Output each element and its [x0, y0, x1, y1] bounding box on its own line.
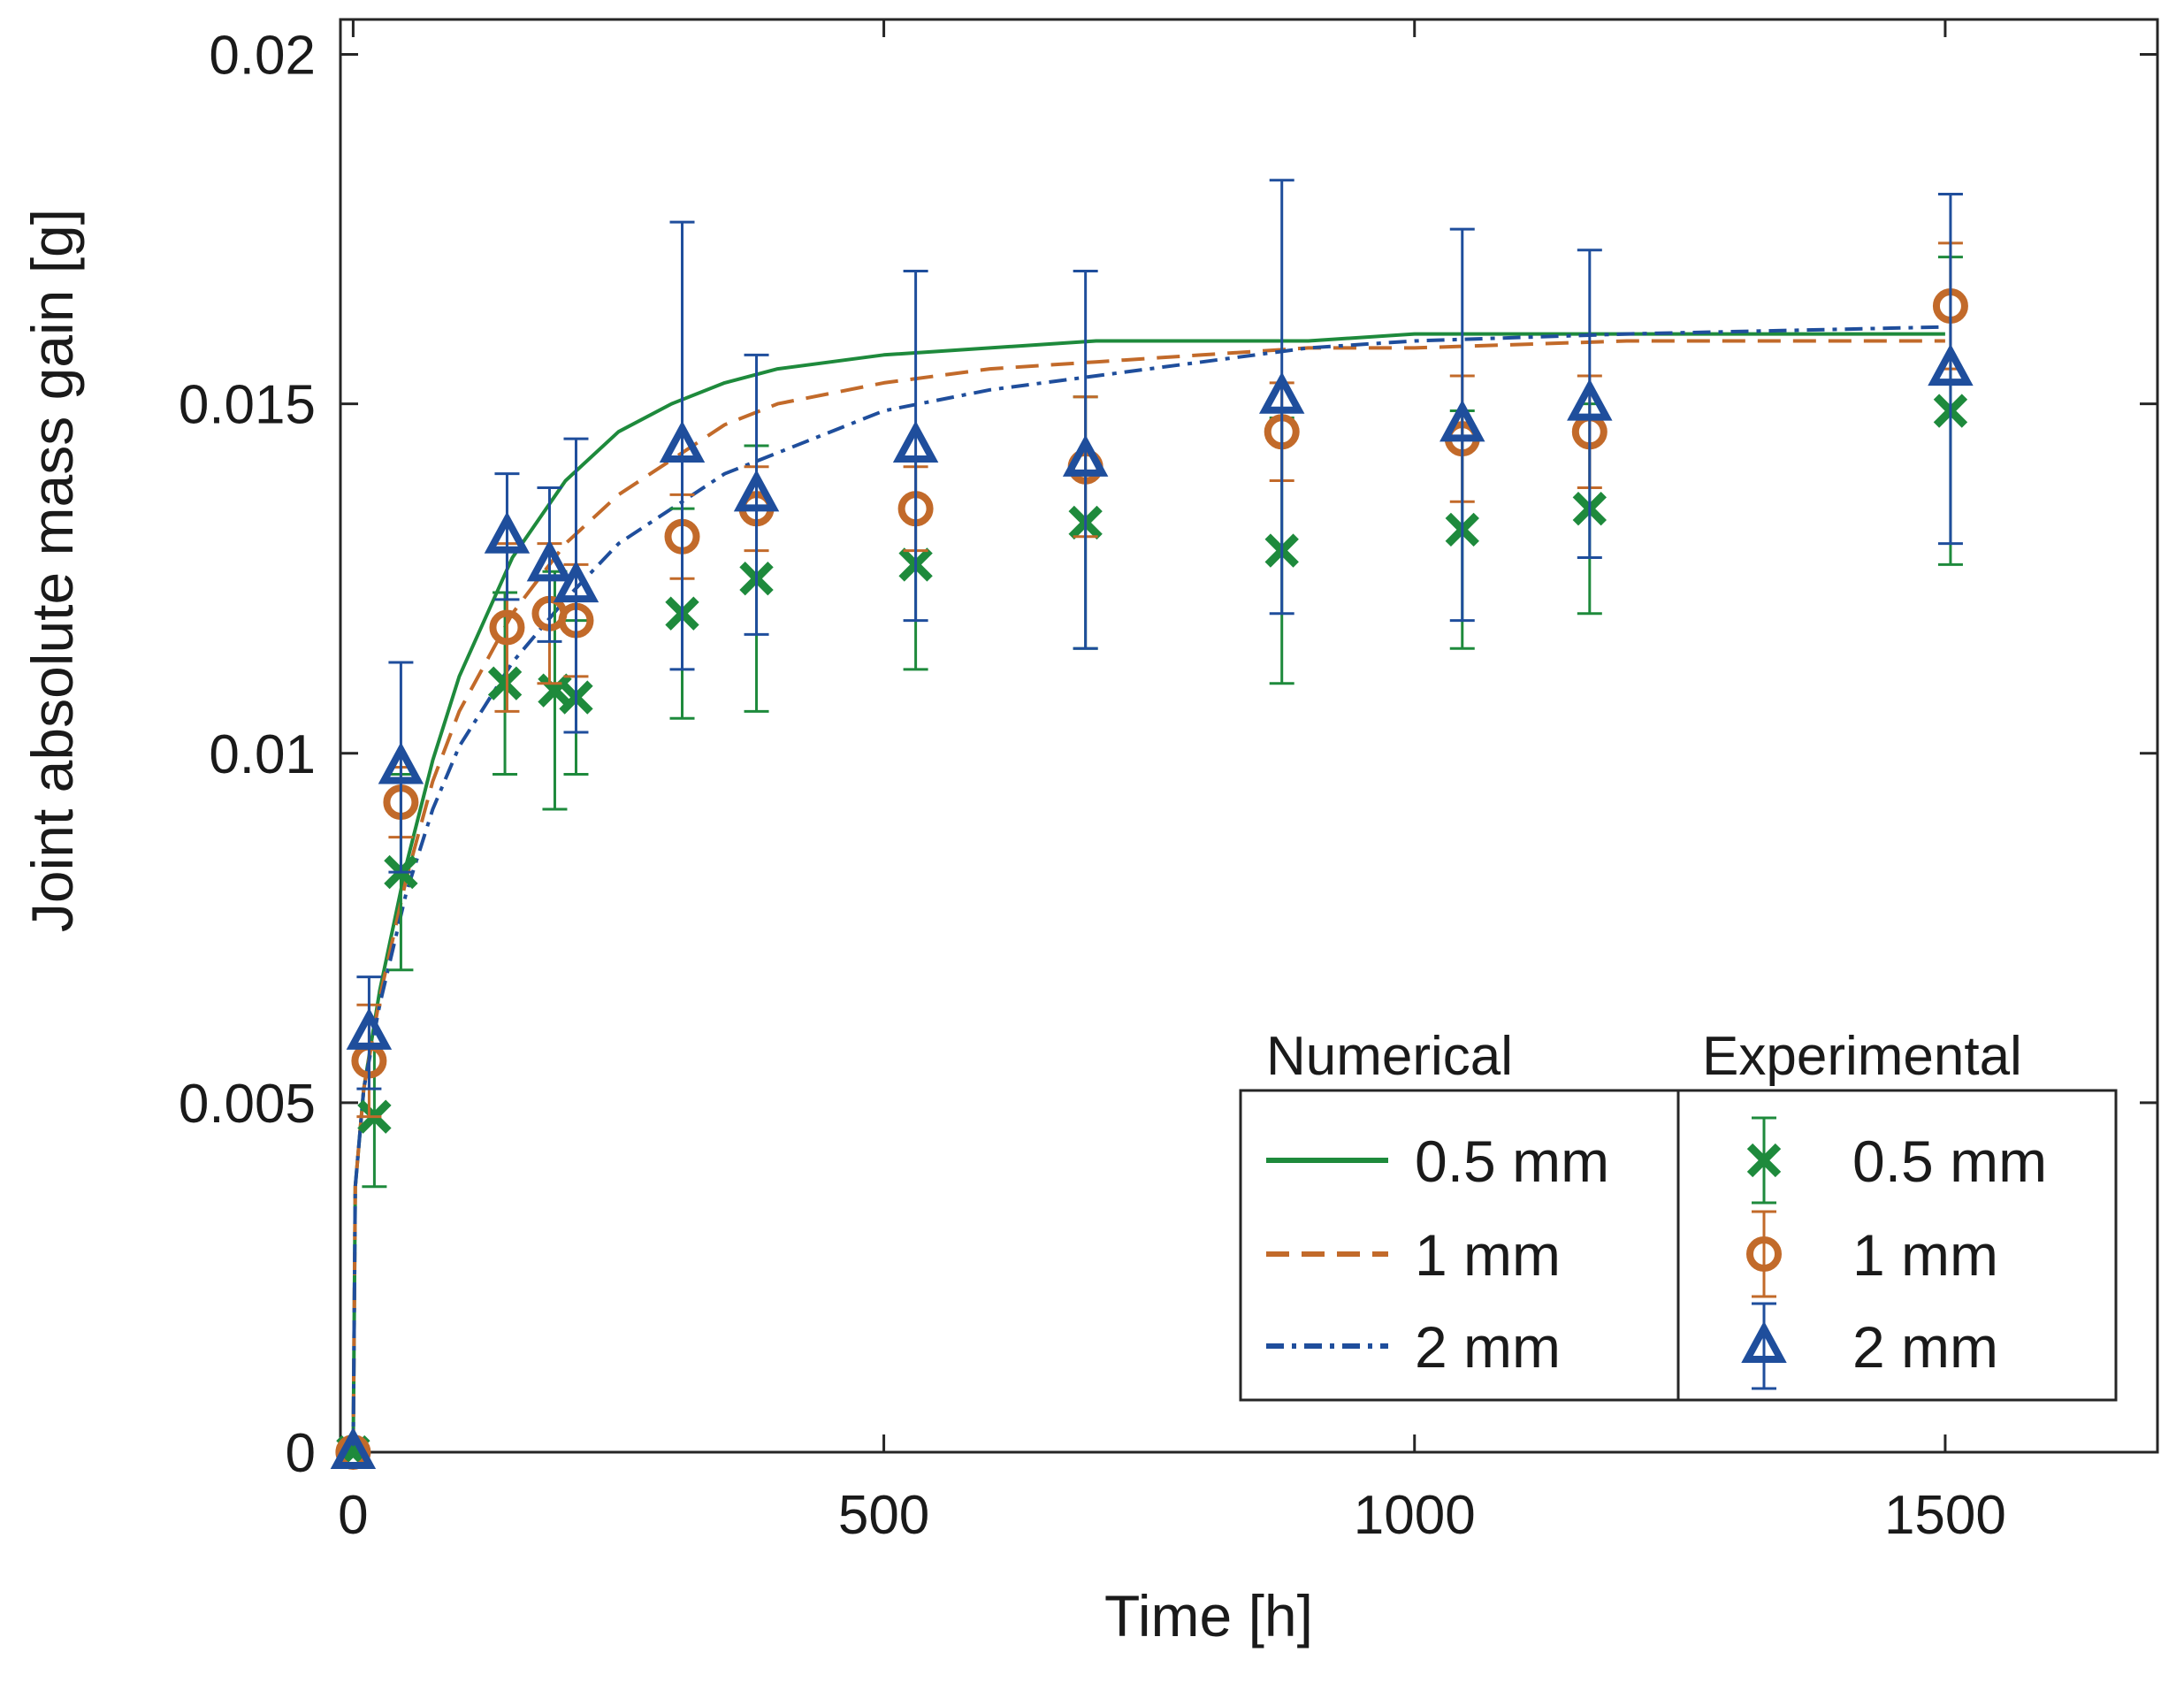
- data-point: [1062, 434, 1109, 477]
- legend-numerical-heading: Numerical: [1266, 1026, 1513, 1087]
- x-tick-label: 500: [838, 1485, 929, 1546]
- legend-label-numerical: 2 mm: [1415, 1314, 1561, 1380]
- y-tick-label: 0.005: [179, 1074, 316, 1135]
- data-point: [1928, 343, 1974, 386]
- data-point: [892, 420, 939, 463]
- experimental-series-2-mm: [330, 179, 1974, 1469]
- data-point: [526, 539, 573, 582]
- numerical-line-1-mm: [351, 339, 1945, 1453]
- y-axis-title: Joint absolute mass gain [g]: [19, 209, 85, 932]
- legend-marker-0-5-mm: [1746, 1143, 1782, 1178]
- experimental-points: [330, 179, 1974, 1470]
- legend: Numerical Experimental 0.5 mm 1 mm 2 mm 0.5 m…: [1239, 1026, 2118, 1402]
- legend-marker-2-mm: [1741, 1320, 1787, 1363]
- data-point: [659, 420, 706, 463]
- legend-marker-1-mm: [1746, 1236, 1782, 1272]
- data-point: [733, 469, 780, 512]
- cross-stroke: [1746, 1143, 1782, 1178]
- x-axis-title: Time [h]: [1104, 1583, 1313, 1649]
- data-point: [346, 1007, 393, 1050]
- data-point: [330, 1427, 377, 1469]
- data-point: [1439, 399, 1485, 442]
- legend-label-experimental: 0.5 mm: [1852, 1128, 2047, 1194]
- x-tick-label: 1500: [1884, 1485, 2006, 1546]
- data-point: [489, 609, 525, 646]
- y-tick-label: 0.01: [209, 724, 316, 785]
- x-tick-label: 1000: [1354, 1485, 1476, 1546]
- y-tick-label: 0.02: [209, 26, 316, 87]
- plot-frame: [339, 18, 2159, 1454]
- data-point: [484, 511, 531, 554]
- data-point: [553, 560, 599, 603]
- x-tick-label: 0: [338, 1485, 368, 1546]
- legend-label-numerical: 0.5 mm: [1415, 1128, 1609, 1194]
- legend-label-numerical: 1 mm: [1415, 1222, 1561, 1288]
- legend-experimental-heading: Experimental: [1702, 1026, 2022, 1087]
- data-point: [378, 742, 424, 784]
- numerical-line-0-5-mm: [351, 332, 1945, 1453]
- data-point: [1567, 379, 1613, 421]
- data-point: [1258, 371, 1305, 414]
- data-point: [487, 666, 523, 700]
- y-tick-label: 0.015: [179, 375, 316, 436]
- axis-ticks: 0 500 1000 1500 0 0.005 0.01 0.015 0.02: [179, 19, 2157, 1546]
- cross-stroke: [487, 666, 523, 700]
- y-tick-label: 0: [286, 1423, 316, 1484]
- legend-label-experimental: 2 mm: [1852, 1314, 1998, 1380]
- legend-label-experimental: 1 mm: [1852, 1222, 1998, 1288]
